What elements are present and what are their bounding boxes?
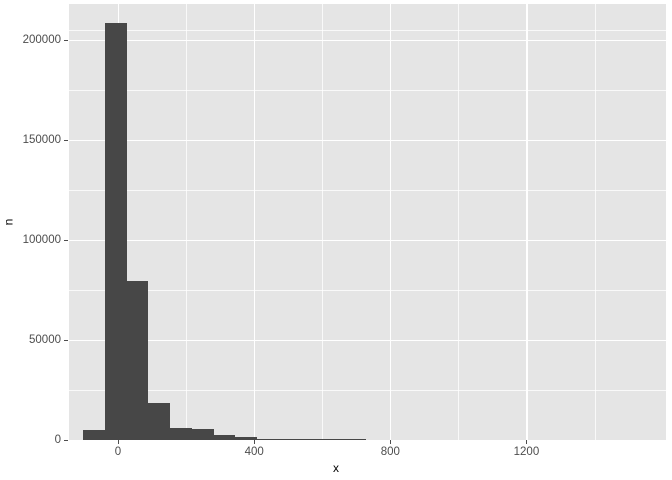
histogram-bar — [344, 439, 367, 440]
x-tick-mark — [390, 440, 392, 444]
gridline-minor-vertical — [594, 4, 596, 440]
x-tick-mark — [526, 440, 528, 444]
histogram-bar — [366, 439, 388, 440]
gridline-minor-horizontal — [69, 190, 666, 191]
histogram-bar — [126, 281, 149, 440]
histogram-bar — [257, 438, 279, 440]
gridline-minor-horizontal — [69, 290, 666, 291]
y-tick-label: 200000 — [22, 34, 61, 46]
y-tick-label: 100000 — [22, 234, 61, 246]
gridline-major-vertical — [254, 4, 256, 440]
histogram-bar — [322, 439, 345, 440]
gridline-major-horizontal — [69, 140, 666, 142]
gridline-major-horizontal — [69, 340, 666, 342]
plot-panel — [69, 4, 666, 440]
histogram-bar — [104, 23, 127, 440]
histogram-bar — [82, 429, 105, 440]
x-tick-mark — [254, 440, 256, 444]
gridline-minor-horizontal — [69, 90, 666, 91]
y-tick-mark — [64, 340, 68, 341]
gridline-major-vertical — [526, 4, 528, 440]
y-tick-mark — [64, 140, 68, 141]
x-tick-mark — [118, 440, 119, 444]
y-axis-title: n — [1, 218, 16, 226]
gridline-minor-vertical — [186, 4, 187, 440]
x-tick-label: 1200 — [513, 446, 540, 458]
y-tick-mark — [64, 240, 68, 241]
histogram-bar — [191, 429, 214, 440]
gridline-minor-horizontal — [69, 390, 666, 391]
gridline-major-horizontal — [69, 240, 666, 242]
gridline-major-horizontal — [69, 40, 666, 42]
histogram-bar — [235, 437, 258, 440]
histogram-bar — [279, 438, 301, 440]
gridline-minor-horizontal — [69, 30, 666, 31]
histogram-bar — [148, 403, 171, 440]
gridline-minor-vertical — [322, 4, 323, 440]
x-tick-label: 0 — [114, 446, 122, 458]
y-tick-label: 150000 — [22, 134, 61, 146]
histogram-bar — [170, 427, 192, 440]
y-axis-tick-labels: 0 50000 100000 150000 200000 — [0, 0, 61, 480]
gridline-minor-vertical — [458, 4, 459, 440]
x-tick-label: 800 — [380, 446, 400, 458]
x-tick-label: 400 — [244, 446, 264, 458]
y-tick-label: 0 — [54, 434, 61, 446]
histogram-bar — [300, 439, 323, 440]
y-tick-mark — [64, 40, 68, 41]
gridline-major-vertical — [390, 4, 392, 440]
histogram-bar — [213, 435, 236, 440]
x-axis-title: x — [333, 461, 339, 475]
y-tick-mark — [64, 440, 68, 441]
y-tick-label: 50000 — [29, 334, 61, 346]
